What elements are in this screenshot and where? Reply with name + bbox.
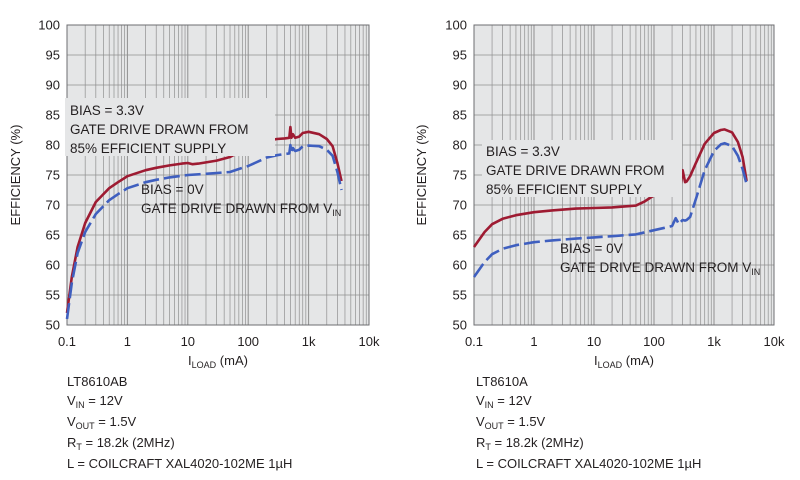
part-number: LT8610A [476, 374, 528, 389]
x-axis-label: ILOAD (mA) [594, 353, 654, 370]
x-tick-label: 100 [643, 334, 665, 349]
x-tick-label: 1 [124, 334, 131, 349]
y-tick-labels: 50 55 60 65 70 75 80 85 90 95 100 [38, 18, 60, 333]
y-tick-label: 85 [46, 108, 60, 123]
y-tick-label: 50 [453, 318, 467, 333]
x-tick-label: 100 [237, 334, 259, 349]
vin-condition: VIN = 12V [67, 393, 123, 410]
y-tick-label: 60 [46, 258, 60, 273]
annotation-bias-0v: BIAS = 0V GATE DRIVE DRAWN FROM VIN [560, 241, 760, 277]
y-tick-label: 95 [46, 48, 60, 63]
series-line-bias-0v [472, 141, 748, 278]
y-tick-label: 80 [46, 138, 60, 153]
annotation-bias-0v: BIAS = 0V GATE DRIVE DRAWN FROM VIN [141, 182, 341, 218]
series-line-bias-0v [65, 143, 343, 320]
y-axis-label: EFFICIENCY (%) [414, 125, 429, 226]
annotation-line: BIAS = 3.3V [486, 144, 560, 159]
inductor-condition: L = COILCRAFT XAL4020-102ME 1µH [67, 456, 293, 471]
x-tick-label: 0.1 [58, 334, 76, 349]
test-conditions: LT8610AB VIN = 12V VOUT = 1.5V RT = 18.2… [67, 372, 292, 473]
annotation-line: GATE DRIVE DRAWN FROM VIN [141, 201, 341, 218]
x-tick-labels: 0.1 1 10 100 1k 10k [58, 334, 380, 349]
test-conditions: LT8610A VIN = 12V VOUT = 1.5V RT = 18.2k… [476, 372, 701, 473]
vin-condition: VIN = 12V [476, 393, 532, 410]
y-tick-label: 90 [453, 78, 467, 93]
x-tick-label: 0.1 [465, 334, 483, 349]
y-tick-label: 80 [453, 138, 467, 153]
x-tick-label: 10 [587, 334, 601, 349]
x-tick-labels: 0.1 1 10 100 1k 10k [465, 334, 785, 349]
efficiency-chart-lt8610ab: 50 55 60 65 70 75 80 85 90 95 100 0.1 1 10 100 1k 10k E… [8, 18, 380, 371]
chart-panel-lt8610ab: 50 55 60 65 70 75 80 85 90 95 100 0.1 1 10 100 1k 10k E… [8, 18, 380, 473]
rt-condition: RT = 18.2k (2MHz) [476, 435, 584, 452]
vout-condition: VOUT = 1.5V [476, 414, 546, 431]
annotation-line: BIAS = 0V [560, 241, 623, 256]
x-axis-label: ILOAD (mA) [188, 353, 248, 370]
y-tick-label: 70 [46, 198, 60, 213]
annotation-line: 85% EFFICIENT SUPPLY [70, 141, 226, 156]
y-tick-label: 50 [46, 318, 60, 333]
efficiency-chart-lt8610a: 50 55 60 65 70 75 80 85 90 95 100 0.1 1 10 100 1k 10k E… [414, 18, 785, 371]
y-axis-label: EFFICIENCY (%) [8, 125, 23, 226]
annotation-line: GATE DRIVE DRAWN FROM [486, 163, 665, 178]
y-tick-label: 90 [46, 78, 60, 93]
annotation-line: 85% EFFICIENT SUPPLY [486, 182, 642, 197]
y-tick-label: 75 [46, 168, 60, 183]
part-number: LT8610AB [67, 374, 128, 389]
rt-condition: RT = 18.2k (2MHz) [67, 435, 175, 452]
y-tick-label: 65 [46, 228, 60, 243]
y-tick-label: 100 [38, 18, 60, 33]
y-tick-label: 70 [453, 198, 467, 213]
annotation-line: GATE DRIVE DRAWN FROM VIN [560, 260, 760, 277]
y-tick-label: 75 [453, 168, 467, 183]
x-tick-label: 10 [181, 334, 195, 349]
y-tick-labels: 50 55 60 65 70 75 80 85 90 95 100 [445, 18, 467, 333]
y-tick-label: 55 [46, 288, 60, 303]
plot-frame [473, 24, 775, 326]
annotation-line: GATE DRIVE DRAWN FROM [70, 122, 249, 137]
x-tick-label: 1k [707, 334, 721, 349]
y-tick-label: 65 [453, 228, 467, 243]
annotation-line: BIAS = 0V [141, 182, 204, 197]
y-tick-label: 60 [453, 258, 467, 273]
inductor-condition: L = COILCRAFT XAL4020-102ME 1µH [476, 456, 702, 471]
annotation-line: BIAS = 3.3V [70, 103, 144, 118]
y-tick-label: 95 [453, 48, 467, 63]
x-tick-label: 1 [530, 334, 537, 349]
plot-frame [66, 24, 370, 326]
x-tick-label: 1k [302, 334, 316, 349]
chart-panel-lt8610a: 50 55 60 65 70 75 80 85 90 95 100 0.1 1 10 100 1k 10k E… [406, 0, 800, 480]
y-tick-label: 85 [453, 108, 467, 123]
vout-condition: VOUT = 1.5V [67, 414, 137, 431]
x-tick-label: 10k [764, 334, 785, 349]
annotation-bias-3v3: BIAS = 3.3V GATE DRIVE DRAWN FROM 85% EF… [482, 140, 682, 197]
y-tick-label: 100 [445, 18, 467, 33]
y-tick-label: 55 [453, 288, 467, 303]
annotation-bias-3v3: BIAS = 3.3V GATE DRIVE DRAWN FROM 85% EF… [65, 98, 275, 156]
x-tick-label: 10k [359, 334, 380, 349]
